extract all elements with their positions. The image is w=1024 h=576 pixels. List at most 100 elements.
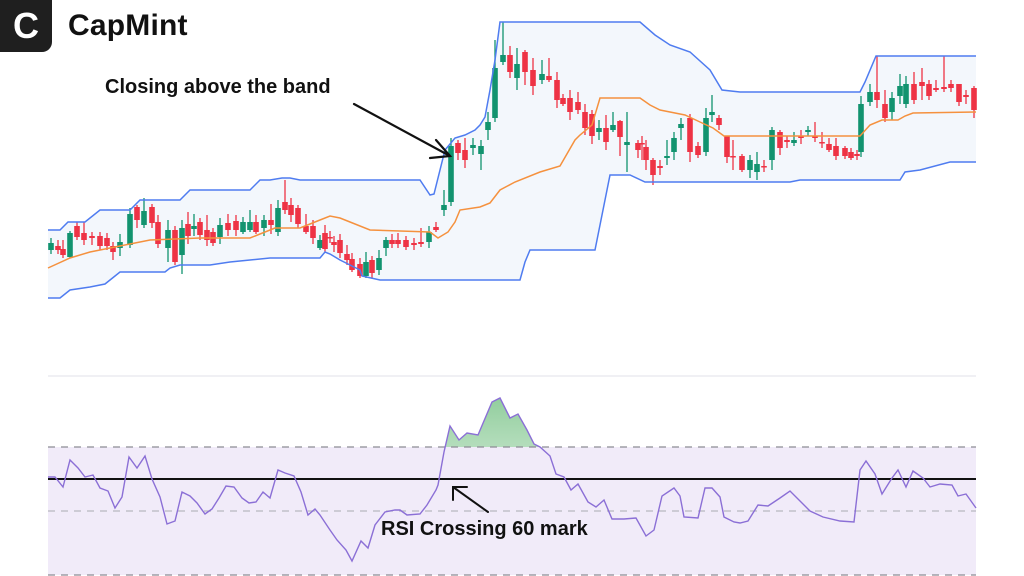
candle-body (470, 145, 476, 148)
candles (48, 22, 977, 278)
candle-body (485, 122, 491, 130)
candle-body (344, 254, 350, 260)
brand-logo: C CapMint (0, 0, 188, 52)
candle-body (322, 233, 328, 249)
candle-body (539, 74, 545, 80)
candle-body (650, 160, 656, 175)
candle-body (426, 232, 432, 242)
candle-body (197, 222, 203, 235)
candle-body (833, 146, 839, 156)
candle-body (117, 242, 123, 248)
candle-body (703, 118, 709, 152)
candle-body (492, 68, 498, 118)
candle-body (603, 128, 609, 142)
candle-body (55, 246, 61, 250)
candle-body (784, 140, 790, 142)
candle-body (433, 227, 439, 230)
candle-body (635, 143, 641, 150)
price-panel (47, 21, 977, 299)
candle-body (448, 146, 454, 202)
candle-body (233, 221, 239, 230)
candle-body (882, 104, 888, 118)
candle-body (60, 249, 66, 255)
candle-body (455, 143, 461, 153)
candle-body (971, 88, 977, 110)
candle-body (903, 84, 909, 104)
candle-body (395, 240, 401, 244)
candle-body (500, 55, 506, 62)
candle-body (963, 95, 969, 97)
candle-body (956, 84, 962, 102)
lower-band-line (48, 161, 976, 299)
candle-body (798, 136, 804, 138)
candle-body (911, 84, 917, 100)
candle-body (134, 207, 140, 220)
candle-body (217, 225, 223, 237)
candle-body (671, 138, 677, 152)
candle-body (462, 150, 468, 160)
candle-body (179, 228, 185, 255)
candle-body (805, 130, 811, 132)
rsi-panel (48, 397, 977, 576)
candle-body (48, 243, 54, 250)
candle-body (730, 156, 736, 158)
candle-body (141, 211, 147, 225)
candle-body (567, 98, 573, 112)
candle-body (948, 84, 954, 88)
candle-body (546, 76, 552, 80)
candle-body (261, 220, 267, 228)
candle-body (327, 237, 333, 239)
candle-body (97, 236, 103, 246)
rsi-line (48, 397, 977, 563)
candle-body (695, 146, 701, 155)
candle-body (889, 98, 895, 112)
candle-body (643, 147, 649, 160)
candle-body (522, 52, 528, 72)
candle-body (317, 240, 323, 248)
candle-body (253, 222, 259, 232)
candle-body (739, 156, 745, 170)
candle-body (554, 80, 560, 100)
candle-body (89, 236, 95, 238)
candle-body (172, 230, 178, 262)
candle-body (826, 144, 832, 150)
candle-body (678, 124, 684, 128)
candle-body (441, 205, 447, 210)
candle-body (282, 202, 288, 210)
rsi-band-fill (48, 447, 976, 575)
candle-body (155, 222, 161, 244)
candle-body (858, 104, 864, 152)
candle-body (268, 220, 274, 225)
candle-body (575, 102, 581, 110)
candle-body (761, 166, 767, 168)
rsi-overbought-fill (48, 398, 976, 447)
breakout-arrow (352, 102, 453, 160)
candle-body (303, 226, 309, 232)
candle-body (687, 118, 693, 152)
candle-body (389, 240, 395, 244)
candle-body (363, 262, 369, 276)
candle-body (596, 128, 602, 132)
candle-body (791, 140, 797, 143)
candle-body (919, 82, 925, 86)
candle-body (582, 112, 588, 128)
candle-body (275, 208, 281, 232)
candle-body (403, 240, 409, 247)
candle-body (867, 92, 873, 102)
candle-body (349, 259, 355, 270)
candle-body (926, 84, 932, 96)
candle-body (288, 205, 294, 215)
logo-badge: C (0, 0, 52, 52)
candle-body (769, 130, 775, 160)
candle-body (127, 214, 133, 245)
candle-body (225, 223, 231, 230)
candle-body (74, 226, 80, 237)
brand-name: CapMint (68, 9, 188, 42)
candle-body (709, 112, 715, 115)
candle-body (418, 242, 424, 244)
candle-body (81, 233, 87, 240)
candle-body (149, 207, 155, 223)
candle-body (819, 142, 825, 144)
candle-body (110, 246, 116, 252)
